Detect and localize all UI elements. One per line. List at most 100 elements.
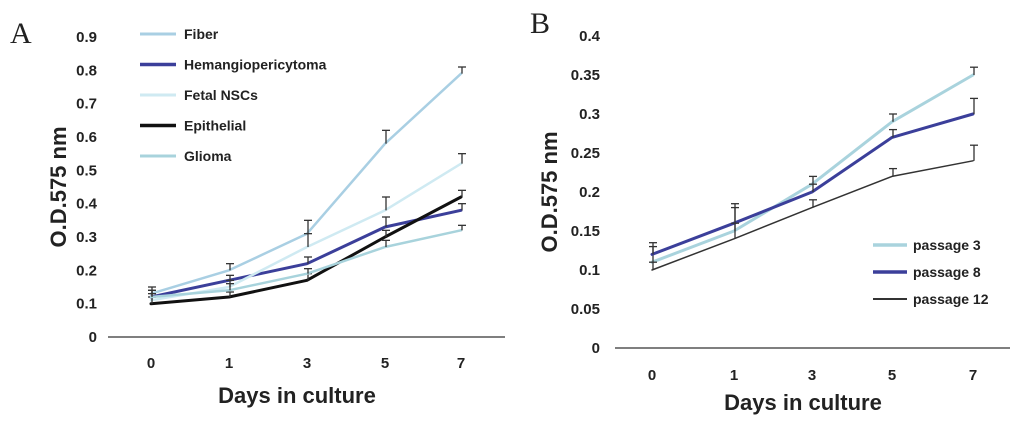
panel-a-x-tick: 1: [225, 355, 233, 372]
panel-a-legend-item: Epithelial: [140, 118, 246, 134]
panel-a-error-bar: [226, 283, 234, 291]
panel-b-x-tick: 5: [888, 367, 896, 384]
panel-b-x-tick: 1: [730, 367, 738, 384]
panel-b-error-bar: [889, 167, 897, 177]
panel-a-error-bar: [148, 289, 156, 297]
panel-a-error-bar: [226, 263, 234, 271]
panel-a-y-tick: 0.9: [76, 29, 97, 46]
legend-label: passage 12: [913, 291, 989, 307]
panel-a-series-line: [149, 72, 463, 295]
panel-a-error-bar: [458, 66, 466, 74]
panel-a-error-bar: [382, 216, 390, 227]
panel-a-letter: A: [10, 17, 32, 50]
legend-label: Fetal NSCs: [184, 87, 258, 103]
legend-label: Hemangiopericytoma: [184, 57, 327, 73]
panel-a-y-tick: 0.1: [76, 296, 97, 313]
panel-a-legend-item: Hemangiopericytoma: [140, 57, 327, 73]
panel-a-error-bar: [304, 268, 312, 274]
panel-a-error-bar: [382, 229, 390, 237]
panel-b-series-line: [650, 112, 975, 256]
panel-a: A 0 0.1 0.2 0.3 0.4 0.5 0.6 0.7 0.8 0.9 0 1 3 5 7 Fib…: [10, 17, 505, 408]
panel-a-y-tick: 0.7: [76, 96, 97, 113]
panel-a-error-bar: [458, 203, 466, 211]
panel-a-y-tick: 0.4: [76, 196, 98, 213]
panel-b-legend-item: passage 3: [873, 237, 981, 253]
panel-a-error-bar: [304, 219, 312, 234]
panel-b-y-tick: 0.1: [579, 262, 600, 279]
panel-a-x-tick: 0: [147, 355, 155, 372]
panel-b-series-line: [650, 73, 975, 264]
panel-a-error-bar: [382, 129, 390, 144]
panel-b-y-tick: 0.35: [571, 67, 600, 84]
panel-a-x-label: Days in culture: [218, 383, 376, 408]
panel-a-series-line: [149, 195, 463, 306]
panel-a-error-bar: [226, 291, 234, 297]
panel-b-error-bar: [649, 242, 657, 255]
panel-a-y-tick: 0.6: [76, 129, 97, 146]
panel-b-y-tick: 0.25: [571, 145, 600, 162]
panel-b-error-bar: [809, 183, 817, 192]
panel-b-error-bar: [970, 144, 978, 161]
panel-a-series: [148, 66, 466, 306]
panel-a-error-bar: [382, 239, 390, 247]
legend-label: Fiber: [184, 26, 219, 42]
panel-b-error-bar: [889, 113, 897, 122]
panel-b-x-tick: 7: [969, 367, 977, 384]
panel-b-series: [649, 66, 978, 271]
panel-b-legend: passage 3 passage 8 passage 12: [873, 237, 989, 307]
panel-b-letter: B: [530, 7, 550, 40]
legend-label: passage 3: [913, 237, 981, 253]
panel-a-error-bar: [458, 224, 466, 231]
panel-b-error-bar: [889, 128, 897, 138]
panel-b-y-ticks: 0 0.05 0.1 0.15 0.2 0.25 0.3 0.35 0.4: [571, 28, 601, 357]
panel-a-error-bar: [304, 233, 312, 247]
legend-label: Epithelial: [184, 118, 246, 134]
panel-b-x-label: Days in culture: [724, 390, 882, 415]
panel-b-error-bar: [970, 66, 978, 75]
legend-label: passage 8: [913, 264, 981, 280]
panel-b-error-bar: [649, 261, 657, 270]
panel-b-x-tick: 3: [808, 367, 816, 384]
panel-a-y-tick: 0.5: [76, 162, 97, 179]
panel-a-x-tick: 5: [381, 355, 389, 372]
panel-a-y-tick: 0.8: [76, 62, 97, 79]
panel-b-y-tick: 0.15: [571, 223, 600, 240]
panel-b-y-tick: 0.05: [571, 301, 600, 318]
panel-b: B 0 0.05 0.1 0.15 0.2 0.25 0.3 0.35 0.4 0 1 3 5 7 pa…: [530, 7, 1010, 415]
panel-a-x-ticks: 0 1 3 5 7: [147, 355, 465, 372]
panel-b-error-bar: [731, 222, 739, 239]
panel-a-error-bar: [226, 274, 234, 281]
panel-b-error-bar: [809, 199, 817, 208]
panel-b-error-bar: [970, 97, 978, 114]
panel-a-error-bar: [458, 153, 466, 164]
panel-a-legend-item: Glioma: [140, 148, 232, 164]
panel-a-y-tick: 0.2: [76, 262, 97, 279]
panel-a-error-bar: [458, 189, 466, 197]
panel-b-x-tick: 0: [648, 367, 656, 384]
panel-a-y-label: O.D.575 nm: [46, 126, 71, 247]
panel-b-y-tick: 0.2: [579, 184, 600, 201]
panel-b-y-tick: 0.4: [579, 28, 601, 45]
panel-a-x-tick: 3: [303, 355, 311, 372]
panel-b-series-line: [651, 160, 974, 271]
panel-a-series-line: [149, 229, 463, 299]
panel-a-legend: Fiber Hemangiopericytoma Fetal NSCs Epithel…: [140, 26, 327, 164]
panel-a-y-ticks: 0 0.1 0.2 0.3 0.4 0.5 0.6 0.7 0.8 0.9: [76, 29, 98, 346]
panel-a-error-bar: [382, 196, 390, 211]
panel-b-y-tick: 0: [592, 340, 600, 357]
panel-b-error-bar: [809, 175, 817, 185]
panel-b-legend-item: passage 12: [873, 291, 989, 307]
panel-a-series-line: [149, 208, 463, 299]
panel-b-x-ticks: 0 1 3 5 7: [648, 367, 977, 384]
legend-label: Glioma: [184, 148, 232, 164]
panel-b-y-tick: 0.3: [579, 106, 600, 123]
panel-b-y-label: O.D.575 nm: [537, 131, 562, 252]
panel-b-error-bar: [731, 203, 739, 224]
panel-a-error-bar: [304, 256, 312, 264]
panel-a-x-tick: 7: [457, 355, 465, 372]
panel-a-legend-item: Fiber: [140, 26, 219, 42]
panel-a-legend-item: Fetal NSCs: [140, 87, 258, 103]
panel-a-y-tick: 0.3: [76, 229, 97, 246]
panel-a-y-tick: 0: [89, 329, 97, 346]
